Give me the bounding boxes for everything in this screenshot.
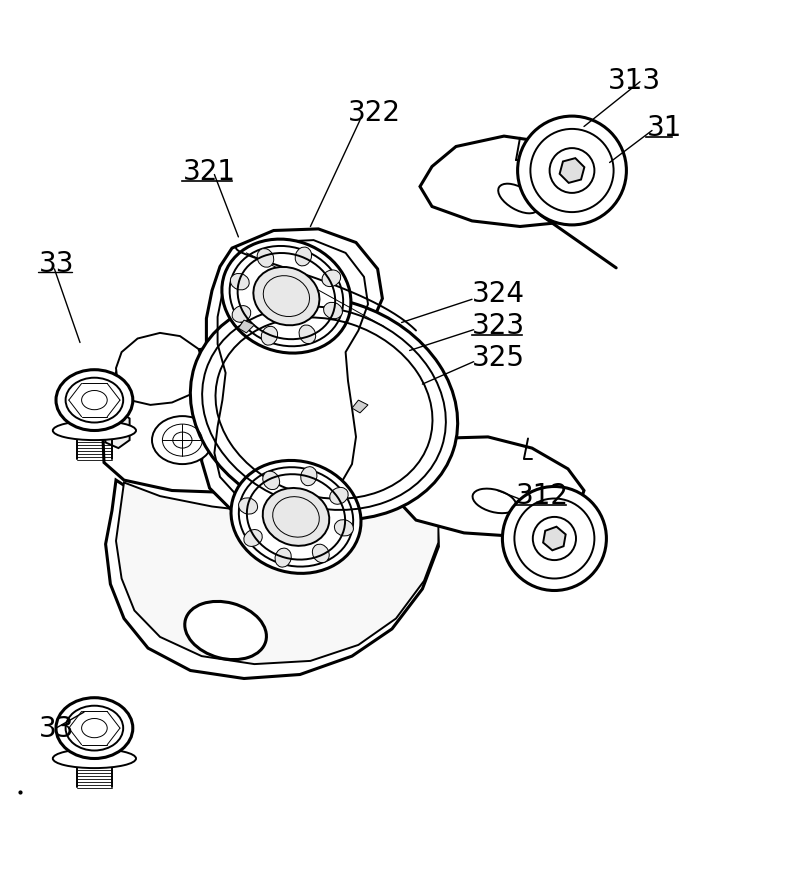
Text: 322: 322 [348, 99, 401, 127]
Text: 323: 323 [472, 311, 525, 340]
Ellipse shape [56, 698, 133, 759]
Text: 33: 33 [38, 249, 74, 277]
Polygon shape [116, 333, 204, 406]
Ellipse shape [238, 498, 258, 515]
Text: 321: 321 [182, 157, 235, 185]
Text: 33: 33 [38, 714, 74, 742]
Ellipse shape [262, 488, 330, 546]
Ellipse shape [518, 117, 626, 225]
Polygon shape [420, 137, 600, 227]
Ellipse shape [322, 271, 341, 287]
Ellipse shape [254, 267, 319, 326]
Polygon shape [202, 230, 382, 520]
Text: 325: 325 [472, 343, 525, 372]
Ellipse shape [330, 488, 348, 505]
Text: 312: 312 [516, 481, 569, 509]
Ellipse shape [53, 421, 136, 441]
Text: 31: 31 [646, 114, 682, 141]
Ellipse shape [257, 249, 274, 268]
Polygon shape [238, 321, 254, 333]
Polygon shape [560, 159, 584, 183]
Ellipse shape [244, 530, 262, 547]
Ellipse shape [152, 417, 213, 465]
Ellipse shape [301, 468, 317, 486]
Polygon shape [352, 401, 368, 413]
Ellipse shape [262, 327, 278, 346]
Ellipse shape [312, 544, 330, 563]
Polygon shape [394, 437, 584, 536]
Polygon shape [116, 437, 438, 664]
Ellipse shape [323, 303, 342, 319]
Polygon shape [102, 347, 452, 493]
Ellipse shape [295, 248, 311, 266]
Ellipse shape [230, 274, 250, 291]
Ellipse shape [232, 307, 250, 323]
Ellipse shape [502, 487, 606, 591]
Ellipse shape [185, 602, 266, 660]
Ellipse shape [222, 240, 351, 354]
Polygon shape [106, 437, 442, 679]
Polygon shape [543, 527, 566, 551]
Ellipse shape [53, 749, 136, 768]
Ellipse shape [275, 549, 291, 568]
Ellipse shape [498, 184, 538, 214]
Polygon shape [102, 411, 130, 449]
Ellipse shape [473, 489, 516, 513]
Ellipse shape [56, 370, 133, 431]
Ellipse shape [231, 461, 361, 574]
Ellipse shape [334, 520, 354, 536]
Ellipse shape [299, 325, 316, 344]
Text: 313: 313 [608, 67, 661, 95]
Text: 324: 324 [472, 280, 525, 308]
Ellipse shape [190, 297, 458, 520]
Ellipse shape [262, 472, 280, 490]
